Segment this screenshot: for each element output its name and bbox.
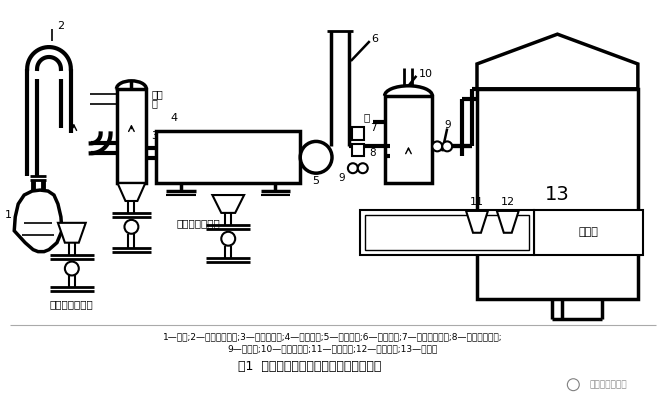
Circle shape (432, 141, 442, 151)
Text: 4: 4 (170, 113, 178, 123)
Bar (360, 210, 533, 255)
Text: 5: 5 (312, 176, 320, 186)
Polygon shape (466, 211, 488, 233)
Circle shape (221, 232, 235, 246)
Bar (352, 127, 364, 140)
Text: 12: 12 (501, 197, 515, 207)
Polygon shape (497, 211, 519, 233)
Text: 13: 13 (545, 185, 570, 203)
Bar (117, 89, 147, 183)
Text: 8: 8 (370, 148, 376, 158)
Polygon shape (14, 190, 62, 252)
Circle shape (567, 379, 579, 391)
Circle shape (442, 141, 452, 151)
Text: 6: 6 (372, 34, 379, 44)
Text: 图1  转炉煤气干法除尘回收系统工艺流程: 图1 转炉煤气干法除尘回收系统工艺流程 (238, 360, 382, 373)
Text: 压块间: 压块间 (578, 227, 598, 237)
Bar (533, 210, 643, 255)
Text: 9—眼镜阀;10—煤气冷却器;11—粗粉尘仓;12—细粉尘仓;13—煤气柜: 9—眼镜阀;10—煤气冷却器;11—粗粉尘仓;12—细粉尘仓;13—煤气柜 (228, 344, 438, 353)
Circle shape (358, 163, 368, 173)
Polygon shape (117, 183, 145, 201)
Polygon shape (212, 195, 244, 213)
Text: 冶金信息装备网: 冶金信息装备网 (589, 380, 627, 389)
Text: 10: 10 (418, 69, 432, 79)
Text: 11: 11 (470, 197, 484, 207)
Bar (157, 131, 300, 183)
Text: 水: 水 (364, 112, 370, 122)
Text: 3: 3 (151, 131, 159, 141)
Text: 细粉尘输送系统: 细粉尘输送系统 (176, 218, 220, 228)
Bar (352, 144, 364, 156)
Text: 水: 水 (151, 99, 157, 109)
Text: 1—转炉;2—汽化冷却烟道;3—蒸发冷却器;4—电除尘器;5—主引风机;6—放散烟囱;7—放散蝶阀形阀;8—回收蝶阀形阀;: 1—转炉;2—汽化冷却烟道;3—蒸发冷却器;4—电除尘器;5—主引风机;6—放散… (163, 333, 503, 341)
Text: 9: 9 (444, 119, 450, 129)
Text: 2: 2 (57, 21, 64, 31)
Polygon shape (477, 34, 638, 89)
Text: 9: 9 (338, 173, 345, 183)
Text: 7: 7 (370, 123, 376, 133)
Text: 粗粉尘输送系统: 粗粉尘输送系统 (50, 299, 94, 309)
Text: 1: 1 (5, 210, 12, 220)
Bar (477, 89, 638, 299)
Circle shape (300, 141, 332, 173)
Bar (365, 215, 529, 250)
Circle shape (125, 220, 139, 234)
Polygon shape (58, 223, 86, 243)
Circle shape (65, 261, 79, 275)
Circle shape (348, 163, 358, 173)
Bar (385, 96, 432, 183)
Text: 蒸汽: 蒸汽 (151, 89, 163, 99)
